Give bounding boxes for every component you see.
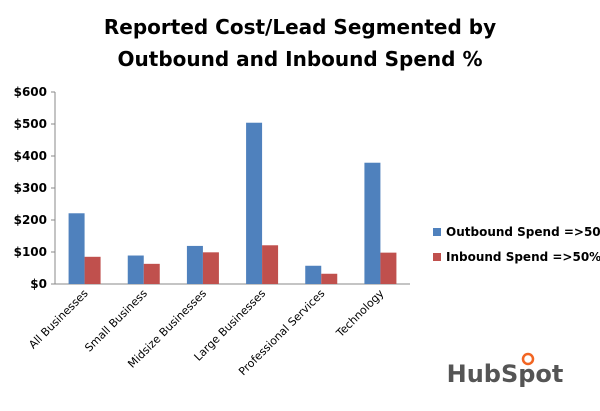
y-tick-label: $0 bbox=[30, 277, 47, 291]
legend-label: Outbound Spend =>50% bbox=[446, 225, 600, 239]
chart-title: Outbound and Inbound Spend % bbox=[118, 47, 483, 71]
bar bbox=[262, 245, 279, 284]
brand-logo: HubSpot bbox=[447, 360, 564, 388]
y-tick-label: $600 bbox=[14, 85, 47, 99]
bar bbox=[127, 255, 144, 284]
logo-icon bbox=[521, 352, 535, 366]
y-tick-label: $100 bbox=[14, 245, 47, 259]
legend-label: Inbound Spend =>50% bbox=[446, 250, 600, 264]
y-tick-label: $300 bbox=[14, 181, 47, 195]
bar bbox=[305, 265, 322, 284]
chart-title: Reported Cost/Lead Segmented by bbox=[104, 15, 496, 39]
bar bbox=[84, 256, 101, 284]
bar bbox=[321, 273, 338, 284]
bar bbox=[246, 122, 263, 284]
y-tick-label: $400 bbox=[14, 149, 47, 163]
bar bbox=[68, 213, 85, 284]
bar bbox=[143, 263, 160, 284]
bar bbox=[186, 245, 203, 284]
y-tick-label: $500 bbox=[14, 117, 47, 131]
legend-swatch bbox=[433, 253, 441, 261]
x-tick-label: All Businesses bbox=[26, 287, 91, 352]
x-tick-label: Technology bbox=[333, 287, 387, 341]
legend-swatch bbox=[433, 228, 441, 236]
bar bbox=[380, 252, 397, 284]
bar bbox=[202, 252, 219, 284]
y-tick-label: $200 bbox=[14, 213, 47, 227]
bar bbox=[364, 162, 381, 284]
x-tick-label: Small Business bbox=[82, 287, 150, 355]
